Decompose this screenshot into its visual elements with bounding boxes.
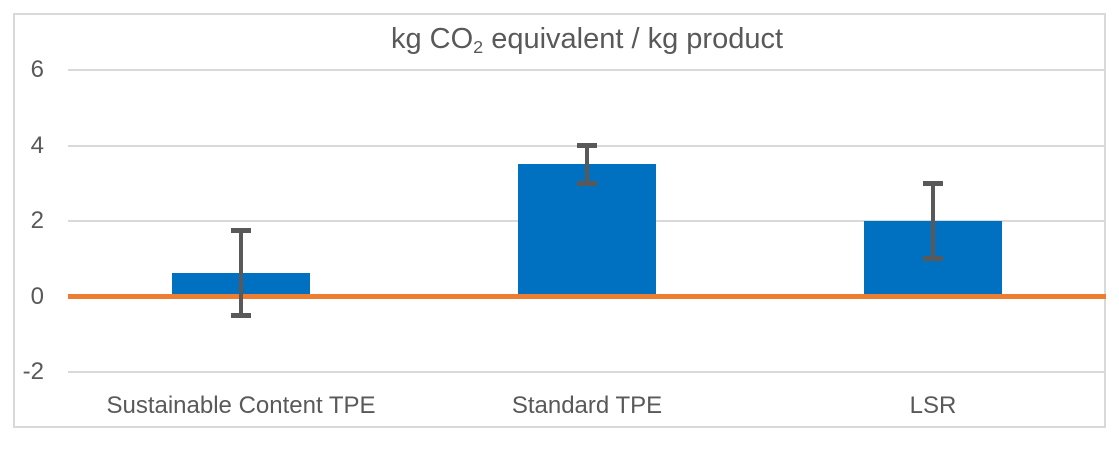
chart-title-text: kg CO [390,23,474,55]
y-axis-tick-label-0: 0 [30,282,44,310]
error-bar-cap-bottom-lsr [923,256,943,262]
chart-title-text-post: equivalent / kg product [483,23,784,55]
error-bar-cap-top-lsr [923,180,943,186]
error-bar-line-standard-tpe [585,145,589,184]
y-axis-tick-label-4: 4 [30,131,44,159]
error-bar-cap-bottom-standard-tpe [577,180,597,186]
y-axis-tick-label-2: 2 [30,207,44,234]
y-axis-tick-label-6: 6 [30,56,44,83]
gridline-y--2 [68,371,1106,373]
bar-standard-tpe [518,164,656,297]
category-label-sustainable-content-tpe: Sustainable Content TPE [106,392,376,419]
y-axis-tick-label--2: -2 [22,358,44,385]
error-bar-cap-top-standard-tpe [577,143,597,148]
category-label-standard-tpe: Standard TPE [511,392,663,419]
error-bar-cap-bottom-sustainable-content-tpe [231,312,251,318]
category-label-lsr: LSR [909,392,957,419]
error-bar-line-sustainable-content-tpe [239,230,243,316]
error-bar-line-lsr [931,183,935,259]
chart-title-subscript: 2 [473,37,484,58]
gridline-y-6 [68,69,1106,71]
chart-title: kg CO2 equivalent / kg product [68,21,1106,60]
zero-axis-line [68,294,1106,299]
error-bar-cap-top-sustainable-content-tpe [231,227,251,233]
